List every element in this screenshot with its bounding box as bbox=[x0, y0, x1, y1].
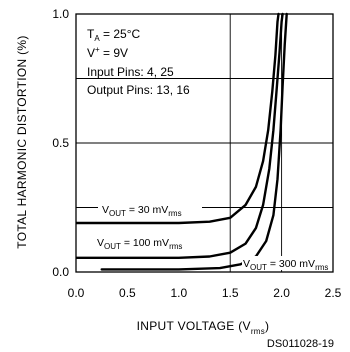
conditions-block: TA = 25°C V+ = 9V Input Pins: 4, 25 Outp… bbox=[87, 27, 190, 97]
x-tick-label: 1.5 bbox=[222, 286, 239, 300]
figure-id: DS011028-19 bbox=[267, 338, 334, 350]
x-tick-label: 0.5 bbox=[119, 286, 136, 300]
condition-vplus: V+ = 9V bbox=[87, 45, 128, 60]
condition-ta: TA = 25°C bbox=[87, 27, 141, 43]
y-tick-label: 1.0 bbox=[52, 7, 69, 21]
y-tick-label: 0.0 bbox=[52, 265, 69, 279]
curve-label-100mv: VOUT = 100 mVrms bbox=[97, 237, 182, 251]
curve-label-30mv: VOUT = 30 mVrms bbox=[102, 204, 182, 218]
thd-curve-300mv bbox=[100, 12, 288, 271]
x-tick-label: 0.0 bbox=[68, 286, 85, 300]
thd-curve-100mv bbox=[76, 12, 284, 259]
thd-curves bbox=[76, 12, 288, 271]
x-tick-label: 1.0 bbox=[170, 286, 187, 300]
curve-label-300mv: VOUT = 300 mVrms bbox=[243, 258, 328, 272]
y-tick-label: 0.5 bbox=[52, 136, 69, 150]
condition-output-pins: Output Pins: 13, 16 bbox=[87, 83, 190, 97]
x-tick-label: 2.0 bbox=[273, 286, 290, 300]
x-axis-title: INPUT VOLTAGE (Vrms) bbox=[137, 319, 270, 336]
y-axis-title: TOTAL HARMONIC DISTORTION (%) bbox=[15, 35, 29, 248]
tick-labels: 0.0 0.5 1.0 1.5 2.0 2.5 0.0 0.5 1.0 bbox=[52, 7, 341, 300]
x-tick-label: 2.5 bbox=[325, 286, 342, 300]
condition-input-pins: Input Pins: 4, 25 bbox=[87, 65, 174, 79]
plot-frame bbox=[75, 13, 334, 273]
curve-labels: VOUT = 30 mVrms VOUT = 100 mVrms VOUT = … bbox=[94, 201, 332, 272]
thd-curve-30mv bbox=[76, 12, 280, 225]
